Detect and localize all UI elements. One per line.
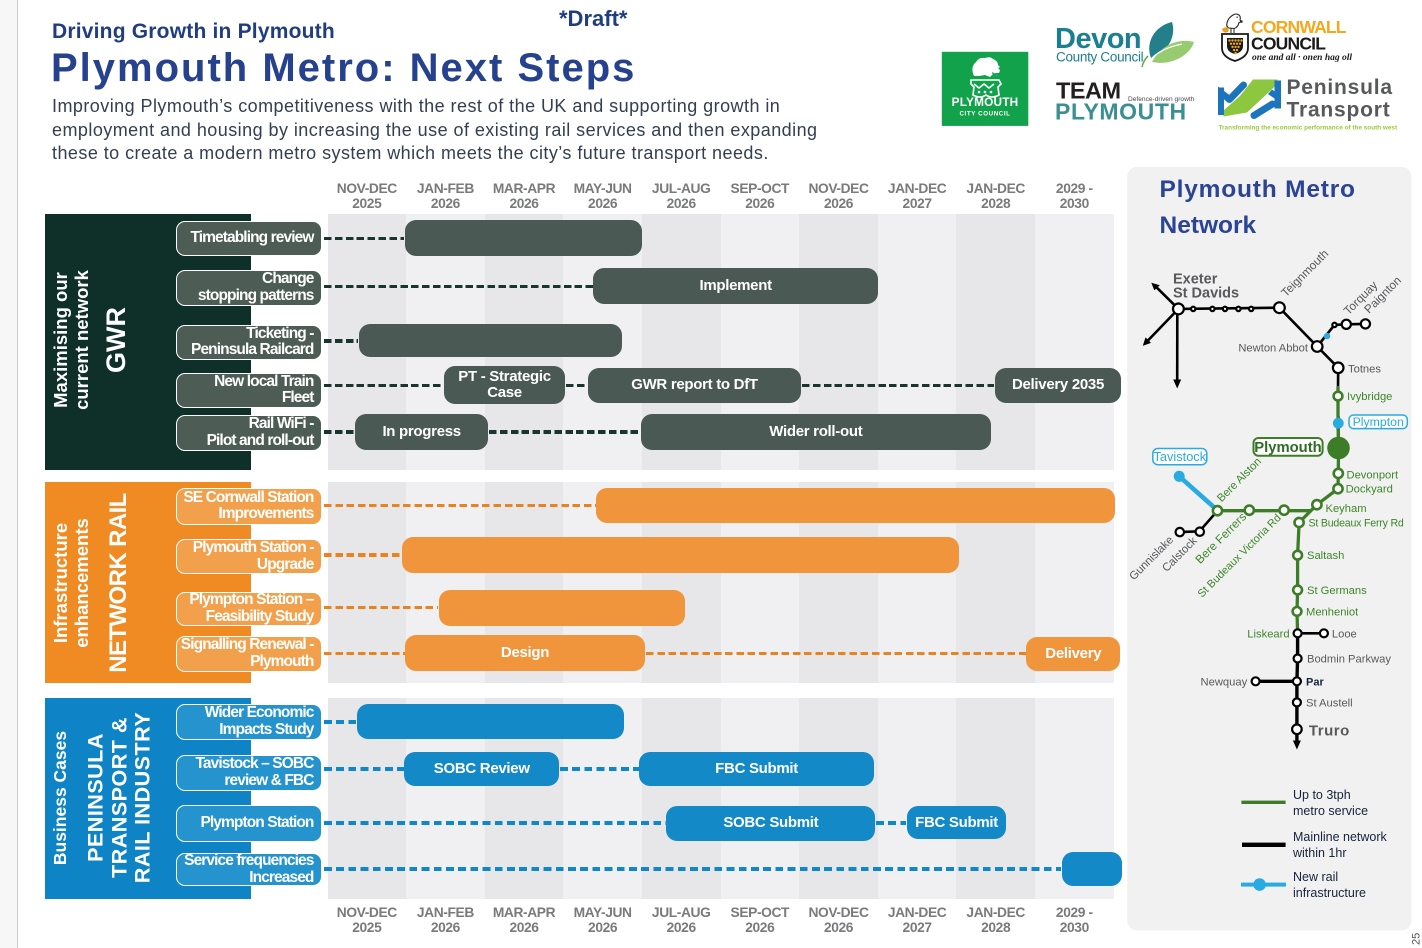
- svg-text:Saltash: Saltash: [1307, 550, 1344, 562]
- svg-text:Transforming the economic perf: Transforming the economic performance of…: [1219, 125, 1398, 132]
- svg-text:Ivybridge: Ivybridge: [1347, 391, 1392, 403]
- svg-text:Devonport: Devonport: [1347, 469, 1400, 481]
- svg-text:Devon: Devon: [1055, 23, 1141, 55]
- svg-text:Menheniot: Menheniot: [1306, 606, 1359, 618]
- svg-text:metro service: metro service: [1293, 804, 1368, 818]
- svg-text:Par: Par: [1306, 676, 1324, 688]
- svg-text:TEAM: TEAM: [1056, 78, 1121, 104]
- svg-text:Tavistock: Tavistock: [1153, 449, 1206, 464]
- svg-text:Plympton: Plympton: [1353, 415, 1404, 429]
- svg-text:within 1hr: within 1hr: [1292, 846, 1347, 860]
- svg-text:Defence-driven growth: Defence-driven growth: [1128, 96, 1195, 103]
- svg-text:one and all · onen hag oll: one and all · onen hag oll: [1252, 53, 1352, 63]
- svg-text:Liskeard: Liskeard: [1247, 628, 1289, 640]
- svg-text:infrastructure: infrastructure: [1293, 886, 1366, 900]
- svg-text:Truro: Truro: [1309, 723, 1350, 740]
- svg-text:St Germans: St Germans: [1307, 585, 1367, 597]
- svg-text:St Budeaux Ferry Rd: St Budeaux Ferry Rd: [1309, 518, 1404, 530]
- svg-text:CORNWALL: CORNWALL: [1251, 17, 1347, 37]
- svg-text:Exeter: Exeter: [1173, 272, 1218, 288]
- svg-text:COUNCIL: COUNCIL: [1251, 34, 1326, 54]
- svg-text:Newquay: Newquay: [1201, 676, 1248, 688]
- svg-text:25: 25: [1411, 933, 1422, 945]
- svg-text:PLYMOUTH: PLYMOUTH: [1055, 99, 1187, 125]
- svg-text:New rail: New rail: [1293, 870, 1338, 884]
- svg-text:St Davids: St Davids: [1173, 286, 1239, 302]
- svg-text:Bodmin Parkway: Bodmin Parkway: [1307, 654, 1391, 666]
- svg-text:County Council: County Council: [1056, 50, 1144, 65]
- svg-text:CITY COUNCIL: CITY COUNCIL: [959, 110, 1010, 117]
- svg-text:Peninsula: Peninsula: [1287, 76, 1393, 99]
- svg-text:Up to 3tph: Up to 3tph: [1293, 788, 1351, 802]
- svg-text:Totnes: Totnes: [1348, 364, 1381, 376]
- svg-text:Dockyard: Dockyard: [1346, 484, 1393, 496]
- svg-text:Looe: Looe: [1332, 628, 1357, 640]
- svg-text:Network: Network: [1160, 212, 1257, 239]
- svg-text:Plymouth: Plymouth: [1254, 440, 1321, 456]
- svg-text:Keyham: Keyham: [1326, 503, 1367, 515]
- svg-text:Transport: Transport: [1287, 99, 1391, 122]
- svg-text:Mainline network: Mainline network: [1293, 830, 1388, 844]
- svg-text:Newton Abbot: Newton Abbot: [1238, 343, 1309, 355]
- svg-text:Plymouth Metro: Plymouth Metro: [1160, 176, 1356, 203]
- svg-text:PLYMOUTH: PLYMOUTH: [952, 95, 1019, 109]
- svg-text:St Austell: St Austell: [1306, 697, 1353, 709]
